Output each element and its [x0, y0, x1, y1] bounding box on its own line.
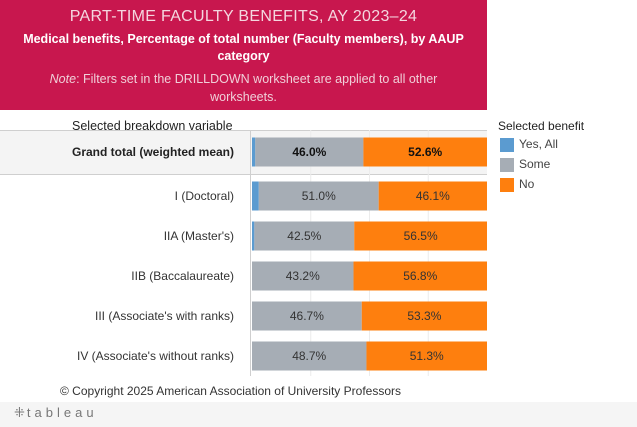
legend-swatch-no: [500, 178, 514, 192]
data-label-no-iib-baccalaureate: 56.8%: [403, 269, 437, 283]
category-label-i-doctoral: I (Doctoral): [175, 189, 234, 203]
legend-label-some: Some: [519, 157, 551, 171]
category-label-iv-associate-s-without-ranks: IV (Associate's without ranks): [77, 349, 234, 363]
data-label-no-grand-total-weighted-mean: 52.6%: [408, 145, 442, 159]
tableau-plus-icon: ⁜: [14, 405, 25, 420]
note-text: : Filters set in the DRILLDOWN worksheet…: [76, 72, 438, 104]
data-label-no-iv-associate-s-without-ranks: 51.3%: [410, 349, 444, 363]
data-label-some-i-doctoral: 51.0%: [302, 189, 336, 203]
bar-no-grand-total-weighted-mean[interactable]: [363, 137, 487, 167]
bar-yes-all-grand-total-weighted-mean[interactable]: [252, 137, 256, 167]
chart-title: PART-TIME FACULTY BENEFITS, AY 2023–24: [69, 8, 418, 25]
tableau-logo[interactable]: ⁜ tableau: [14, 405, 98, 423]
bar-no-iia-master-s[interactable]: [354, 221, 487, 251]
data-label-some-grand-total-weighted-mean: 46.0%: [292, 145, 326, 159]
bar-some-iia-master-s[interactable]: [254, 221, 355, 251]
bar-no-iv-associate-s-without-ranks[interactable]: [366, 341, 487, 371]
breakdown-variable-label: Selected breakdown variable: [72, 119, 233, 133]
note-label: Note: [49, 72, 77, 86]
tableau-logo-text: tableau: [26, 405, 98, 420]
data-label-some-iii-associate-s-with-ranks: 46.7%: [290, 309, 324, 323]
footer-bar: [0, 402, 637, 427]
category-label-iia-master-s: IIA (Master's): [164, 229, 234, 243]
data-label-no-iia-master-s: 56.5%: [404, 229, 438, 243]
legend-label-no: No: [519, 177, 535, 191]
category-label-grand-total-weighted-mean: Grand total (weighted mean): [72, 145, 234, 159]
category-label-iii-associate-s-with-ranks: III (Associate's with ranks): [95, 309, 234, 323]
header-banner: PART-TIME FACULTY BENEFITS, AY 2023–24 M…: [0, 0, 487, 110]
category-label-iib-baccalaureate: IIB (Baccalaureate): [131, 269, 234, 283]
bar-no-i-doctoral[interactable]: [378, 181, 487, 211]
chart-subtitle: Medical benefits, Percentage of total nu…: [23, 32, 464, 63]
data-label-some-iib-baccalaureate: 43.2%: [286, 269, 320, 283]
bar-some-iv-associate-s-without-ranks[interactable]: [252, 341, 367, 371]
legend-label-yes-all: Yes, All: [519, 137, 558, 151]
bar-yes-all-i-doctoral[interactable]: [252, 181, 259, 211]
legend-swatch-yes-all: [500, 138, 514, 152]
data-label-some-iia-master-s: 42.5%: [287, 229, 321, 243]
data-label-no-i-doctoral: 46.1%: [416, 189, 450, 203]
bar-no-iib-baccalaureate[interactable]: [353, 261, 487, 291]
bar-some-iii-associate-s-with-ranks[interactable]: [252, 301, 362, 331]
bar-some-iib-baccalaureate[interactable]: [252, 261, 354, 291]
data-label-some-iv-associate-s-without-ranks: 48.7%: [292, 349, 326, 363]
legend-swatch-some: [500, 158, 514, 172]
bar-no-iii-associate-s-with-ranks[interactable]: [361, 301, 487, 331]
bar-some-i-doctoral[interactable]: [258, 181, 379, 211]
filter-note: Note: Filters set in the DRILLDOWN works…: [22, 70, 465, 106]
legend-title: Selected benefit: [498, 119, 585, 133]
bar-yes-all-iia-master-s[interactable]: [252, 221, 255, 251]
copyright-text: © Copyright 2025 American Association of…: [60, 384, 401, 398]
stacked-bar-chart: Grand total (weighted mean) 46.0% 52.6% I (…: [0, 130, 487, 376]
data-label-no-iii-associate-s-with-ranks: 53.3%: [407, 309, 441, 323]
bar-some-grand-total-weighted-mean[interactable]: [255, 137, 364, 167]
